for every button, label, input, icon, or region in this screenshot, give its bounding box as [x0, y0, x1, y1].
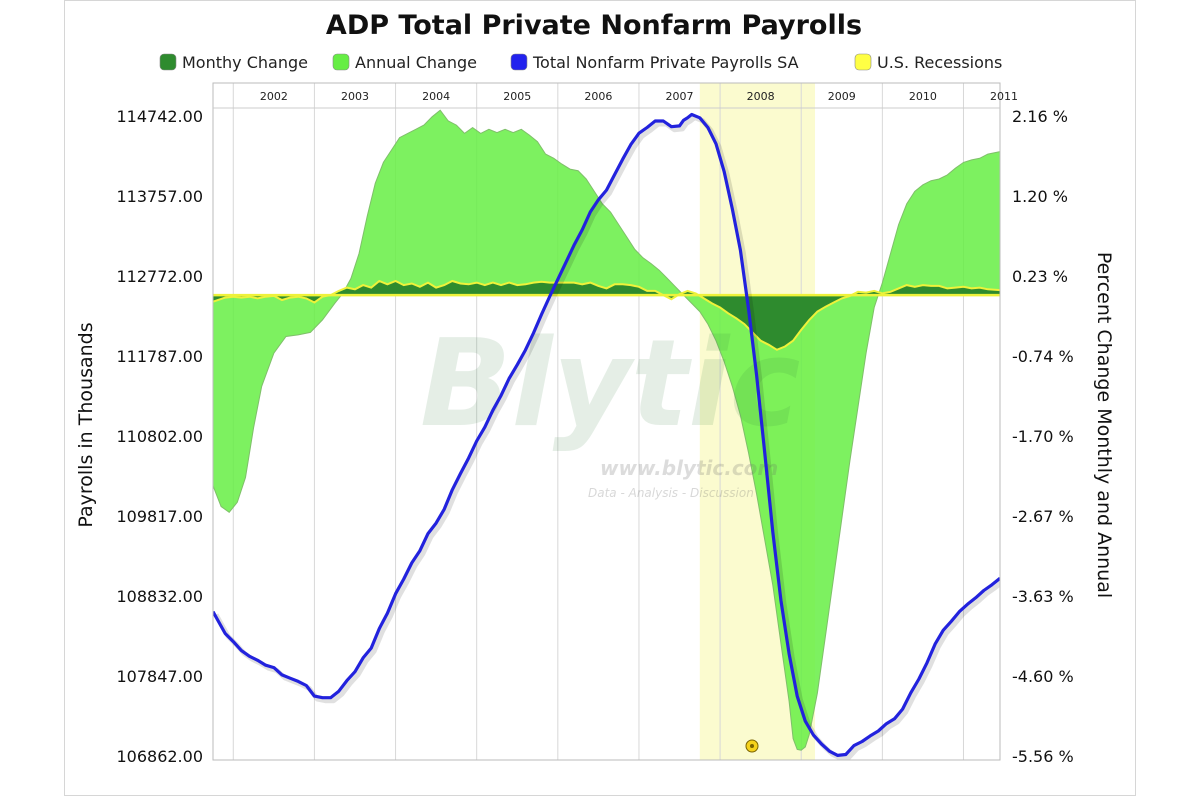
left-tick-label: 109817.00 [116, 507, 203, 526]
legend-label: Monthy Change [182, 53, 308, 72]
right-tick-label: -0.74 % [1012, 347, 1074, 366]
year-label: 2002 [260, 90, 288, 103]
payroll-line [213, 112, 1000, 760]
left-tick-label: 106862.00 [116, 747, 203, 766]
left-tick-label: 110802.00 [116, 427, 203, 446]
year-label: 2011 [990, 90, 1018, 103]
left-tick-label: 114742.00 [116, 107, 203, 126]
right-tick-label: -3.63 % [1012, 587, 1074, 606]
legend-swatch [332, 53, 350, 71]
right-tick-label: -2.67 % [1012, 507, 1074, 526]
year-label: 2007 [666, 90, 694, 103]
year-label: 2010 [909, 90, 937, 103]
legend-swatch [159, 53, 177, 71]
left-tick-label: 111787.00 [116, 347, 203, 366]
right-axis-title: Percent Change Monthly and Annual [1093, 252, 1115, 598]
payroll-line-shadow [213, 115, 1000, 760]
watermark-url: www.blytic.com [600, 456, 778, 480]
watermark-tagline: Data - Analysis - Discussion [588, 486, 754, 500]
year-label: 2003 [341, 90, 369, 103]
chart-title: ADP Total Private Nonfarm Payrolls [326, 10, 862, 41]
legend-label: U.S. Recessions [877, 53, 1002, 72]
year-label: 2004 [422, 90, 450, 103]
monthly-change-area [213, 279, 1000, 351]
payroll-line-path [213, 112, 1000, 758]
monthly-change-fill [213, 281, 1000, 350]
right-tick-label: 0.23 % [1012, 267, 1068, 286]
right-tick-label: -5.56 % [1012, 747, 1074, 766]
watermark: Blytic www.blytic.com Data - Analysis - … [420, 315, 800, 500]
year-label: 2006 [584, 90, 612, 103]
left-tick-label: 107847.00 [116, 667, 203, 686]
left-axis-ticks: 114742.00 113757.00 112772.00 111787.00 1108… [116, 107, 203, 766]
year-label: 2009 [828, 90, 856, 103]
left-tick-label: 108832.00 [116, 587, 203, 606]
legend-label: Total Nonfarm Private Payrolls SA [532, 53, 799, 72]
legend: Monthy Change Annual Change Total Nonfarm … [159, 53, 1002, 72]
year-labels: 2002 2003 2004 2005 2006 2007 2008 2009 2010 2011 [260, 90, 1018, 103]
left-tick-label: 113757.00 [116, 187, 203, 206]
year-label: 2008 [747, 90, 775, 103]
year-label: 2005 [503, 90, 531, 103]
legend-label: Annual Change [355, 53, 477, 72]
legend-swatch [510, 53, 528, 71]
monthly-change-edge [213, 279, 1000, 351]
right-tick-label: -4.60 % [1012, 667, 1074, 686]
annual-change-area [213, 109, 1000, 751]
right-tick-label: 2.16 % [1012, 107, 1068, 126]
chart-badge-icon [745, 739, 759, 753]
annual-change-fill [213, 110, 1000, 751]
right-axis-ticks: 2.16 % 1.20 % 0.23 % -0.74 % -1.70 % -2.67 % -… [1012, 107, 1074, 766]
legend-swatch [854, 53, 872, 71]
watermark-brand: Blytic [420, 315, 800, 454]
left-tick-label: 112772.00 [116, 267, 203, 286]
plot-border [212, 82, 1001, 761]
right-tick-label: 1.20 % [1012, 187, 1068, 206]
left-axis-title: Payrolls in Thousands [75, 322, 97, 527]
right-tick-label: -1.70 % [1012, 427, 1074, 446]
annual-change-edge [213, 109, 1000, 751]
